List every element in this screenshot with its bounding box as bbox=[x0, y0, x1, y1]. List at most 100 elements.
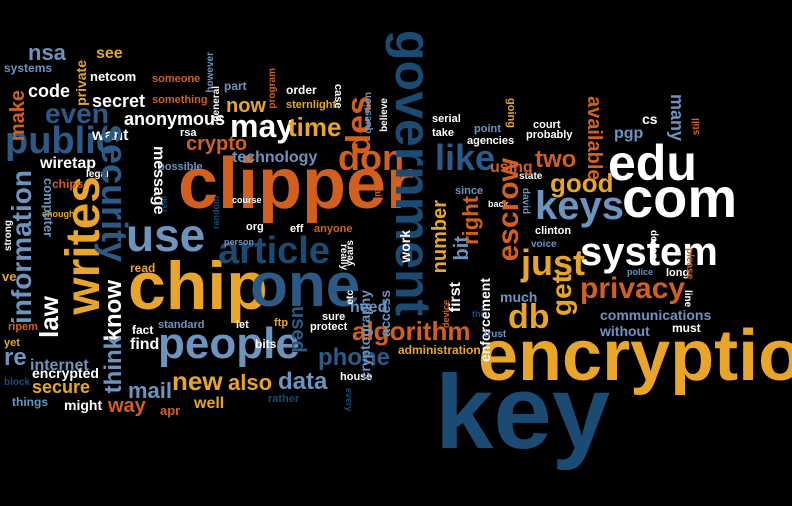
word-course: course bbox=[232, 195, 262, 205]
word-technology: technology bbox=[232, 149, 318, 166]
word-cs: cs bbox=[642, 111, 658, 127]
word-mail: mail bbox=[128, 378, 173, 403]
word-general: general bbox=[211, 86, 222, 122]
word-doesn: doesn bbox=[648, 230, 659, 260]
word-legal: legal bbox=[86, 169, 109, 180]
word-line: line bbox=[682, 290, 693, 308]
word-use: use bbox=[126, 209, 206, 261]
word-org: org bbox=[246, 221, 264, 233]
word-long: long bbox=[666, 267, 690, 279]
word-years: years bbox=[345, 240, 356, 267]
word-person: person bbox=[224, 237, 255, 247]
word-way: way bbox=[108, 395, 146, 417]
word-trust: trust bbox=[484, 329, 507, 340]
word-state: state bbox=[519, 171, 543, 182]
word-possible: possible bbox=[158, 161, 203, 173]
word-may: may bbox=[230, 108, 295, 144]
word-encryption: encryption bbox=[478, 316, 792, 396]
word-since: since bbox=[455, 185, 484, 197]
word-sternlight: sternlight bbox=[286, 99, 337, 111]
word-chips: chips bbox=[52, 177, 84, 191]
word-security: security bbox=[94, 124, 135, 263]
word-now: now bbox=[226, 95, 266, 117]
word-wiretap: wiretap bbox=[40, 155, 97, 172]
word-bits: bits bbox=[255, 337, 277, 351]
word-something: something bbox=[152, 94, 208, 106]
word-know: know bbox=[100, 280, 127, 342]
word-system: system bbox=[580, 230, 718, 274]
word-chip: chip bbox=[128, 248, 268, 324]
word-clipper: clipper bbox=[178, 144, 415, 224]
word-court: court bbox=[533, 119, 561, 131]
word-enforcement: enforcement bbox=[477, 278, 493, 363]
word-good: good bbox=[550, 168, 614, 198]
word-using: using bbox=[490, 159, 533, 176]
word-program: program bbox=[267, 68, 278, 109]
word-keys: keys bbox=[535, 184, 624, 228]
word-even: even bbox=[45, 98, 109, 129]
word-also: also bbox=[228, 370, 273, 395]
word-every: every bbox=[344, 388, 354, 412]
word-access: access bbox=[377, 290, 393, 337]
word-must: must bbox=[672, 321, 701, 335]
word-let: let bbox=[236, 319, 249, 331]
word-re: re bbox=[4, 344, 27, 371]
word-order: order bbox=[286, 83, 317, 97]
word-clinton: clinton bbox=[535, 225, 572, 237]
word-protect: protect bbox=[310, 321, 348, 333]
word-anyone: anyone bbox=[314, 223, 353, 235]
word-law: law bbox=[34, 296, 64, 338]
word-don: don bbox=[338, 137, 404, 178]
word-like: like bbox=[435, 137, 496, 178]
word-believe: believe bbox=[379, 98, 390, 132]
word-question: question bbox=[363, 92, 374, 134]
word-agencies: agencies bbox=[467, 135, 515, 147]
word-going: going bbox=[505, 98, 517, 128]
word-private: private bbox=[73, 60, 89, 106]
word-much: much bbox=[500, 289, 538, 305]
word-police: police bbox=[627, 267, 654, 277]
word-back: back bbox=[488, 199, 509, 209]
word-part: part bbox=[224, 79, 247, 93]
word-number: number bbox=[429, 200, 451, 274]
word-two: two bbox=[535, 146, 577, 173]
word-nsa: nsa bbox=[28, 40, 66, 65]
word-one: one bbox=[250, 251, 361, 320]
word-ripem: ripem bbox=[8, 321, 38, 333]
word-many: many bbox=[667, 94, 687, 142]
word-the: the bbox=[472, 309, 486, 319]
word-work: work bbox=[397, 230, 413, 263]
word-ve: ve bbox=[2, 269, 17, 284]
word-read: read bbox=[130, 261, 156, 275]
word-take: take bbox=[432, 127, 455, 139]
word-point: point bbox=[474, 123, 501, 135]
word-strong: strong bbox=[3, 220, 14, 252]
word-well: well bbox=[194, 395, 225, 412]
word-case: case bbox=[332, 84, 344, 109]
word-block: block bbox=[4, 377, 31, 388]
word-available: available bbox=[583, 96, 605, 181]
word-sure: sure bbox=[322, 311, 346, 323]
word-privacy: privacy bbox=[580, 272, 686, 305]
word-article: article bbox=[218, 230, 330, 272]
word-phone: phone bbox=[318, 344, 390, 371]
word-probably: probably bbox=[526, 129, 573, 141]
word-netcom: netcom bbox=[90, 69, 137, 84]
word-time: time bbox=[288, 112, 342, 142]
word-email: email bbox=[372, 174, 383, 200]
word-people: people bbox=[158, 319, 300, 368]
word-algorithm: algorithm bbox=[352, 316, 471, 346]
word-things: things bbox=[12, 395, 48, 409]
word-edu: edu bbox=[608, 135, 697, 191]
word-key: key bbox=[435, 354, 611, 471]
word-internet: internet bbox=[30, 357, 89, 374]
word-public: public bbox=[5, 120, 117, 162]
word-communications: communications bbox=[600, 307, 712, 323]
word-still: still bbox=[691, 118, 702, 136]
word-fact: fact bbox=[132, 323, 154, 337]
word-serial: serial bbox=[432, 113, 461, 125]
word-code: code bbox=[28, 81, 71, 101]
word-make: make bbox=[7, 90, 29, 142]
word-want: want bbox=[92, 127, 129, 144]
